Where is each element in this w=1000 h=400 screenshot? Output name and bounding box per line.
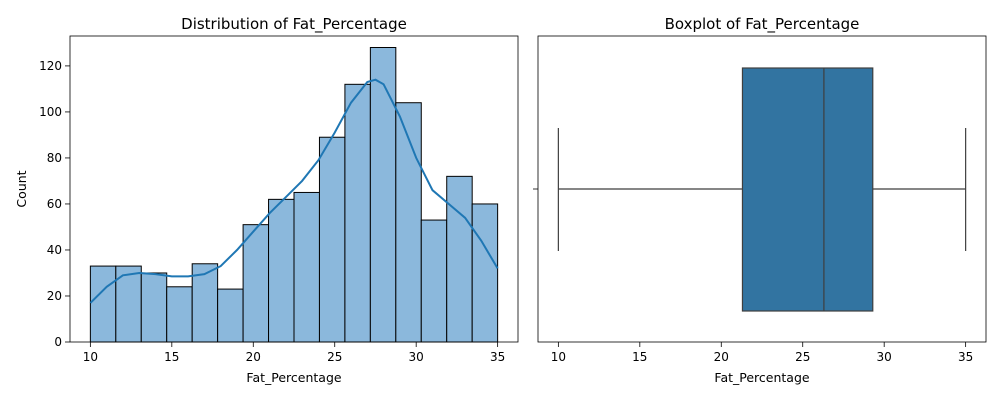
histogram-bar [420,219,448,343]
boxplot-title: Boxplot of Fat_Percentage [665,15,860,34]
interquartile-box [741,67,874,312]
histogram-bar [140,272,168,343]
boxplot-shapes [557,67,967,312]
histogram-bar [318,136,346,343]
histogram-axes-frame [69,35,519,343]
x-tick-label: 15 [164,350,179,364]
histogram-x-ticks: 10 15 20 25 30 35 [83,342,505,364]
histogram-bar [242,224,270,343]
x-tick-label: 25 [327,350,342,364]
histogram-bar [293,191,320,343]
boxplot-x-ticks: 10 15 20 25 30 35 [551,342,973,364]
histogram-bars [89,47,499,343]
boxplot-x-axis-label: Fat_Percentage [714,370,809,385]
boxplot-panel: Boxplot of Fat_Percentage 10 15 20 25 30 35 F… [533,15,987,385]
histogram-bar [268,198,295,343]
y-tick-label: 0 [54,335,62,349]
histogram-title: Distribution of Fat_Percentage [181,15,407,34]
x-tick-label: 10 [83,350,98,364]
y-tick-label: 80 [47,151,62,165]
y-tick-label: 40 [47,243,62,257]
x-tick-label: 10 [551,350,566,364]
x-tick-label: 35 [958,350,973,364]
y-tick-label: 20 [47,289,62,303]
histogram-y-axis-label: Count [14,170,29,207]
x-tick-label: 30 [409,350,424,364]
histogram-x-axis-label: Fat_Percentage [246,370,341,385]
x-tick-label: 35 [490,350,505,364]
histogram-bar [369,47,397,343]
histogram-bar [471,203,499,343]
histogram-bar [89,265,117,343]
kde-curve [89,78,499,304]
x-tick-label: 30 [877,350,892,364]
histogram-bar [217,288,244,343]
x-tick-label: 20 [714,350,729,364]
histogram-bar [166,286,193,343]
y-tick-label: 60 [47,197,62,211]
histogram-panel: Distribution of Fat_Percentage 10 15 20 25 3… [14,15,519,385]
histogram-bar [344,83,371,343]
y-tick-label: 120 [39,59,62,73]
y-tick-label: 100 [39,105,62,119]
x-tick-label: 25 [795,350,810,364]
x-tick-label: 15 [632,350,647,364]
histogram-y-ticks: 0 20 40 60 80 100 120 [39,59,70,349]
histogram-bar [446,175,473,343]
x-tick-label: 20 [246,350,261,364]
